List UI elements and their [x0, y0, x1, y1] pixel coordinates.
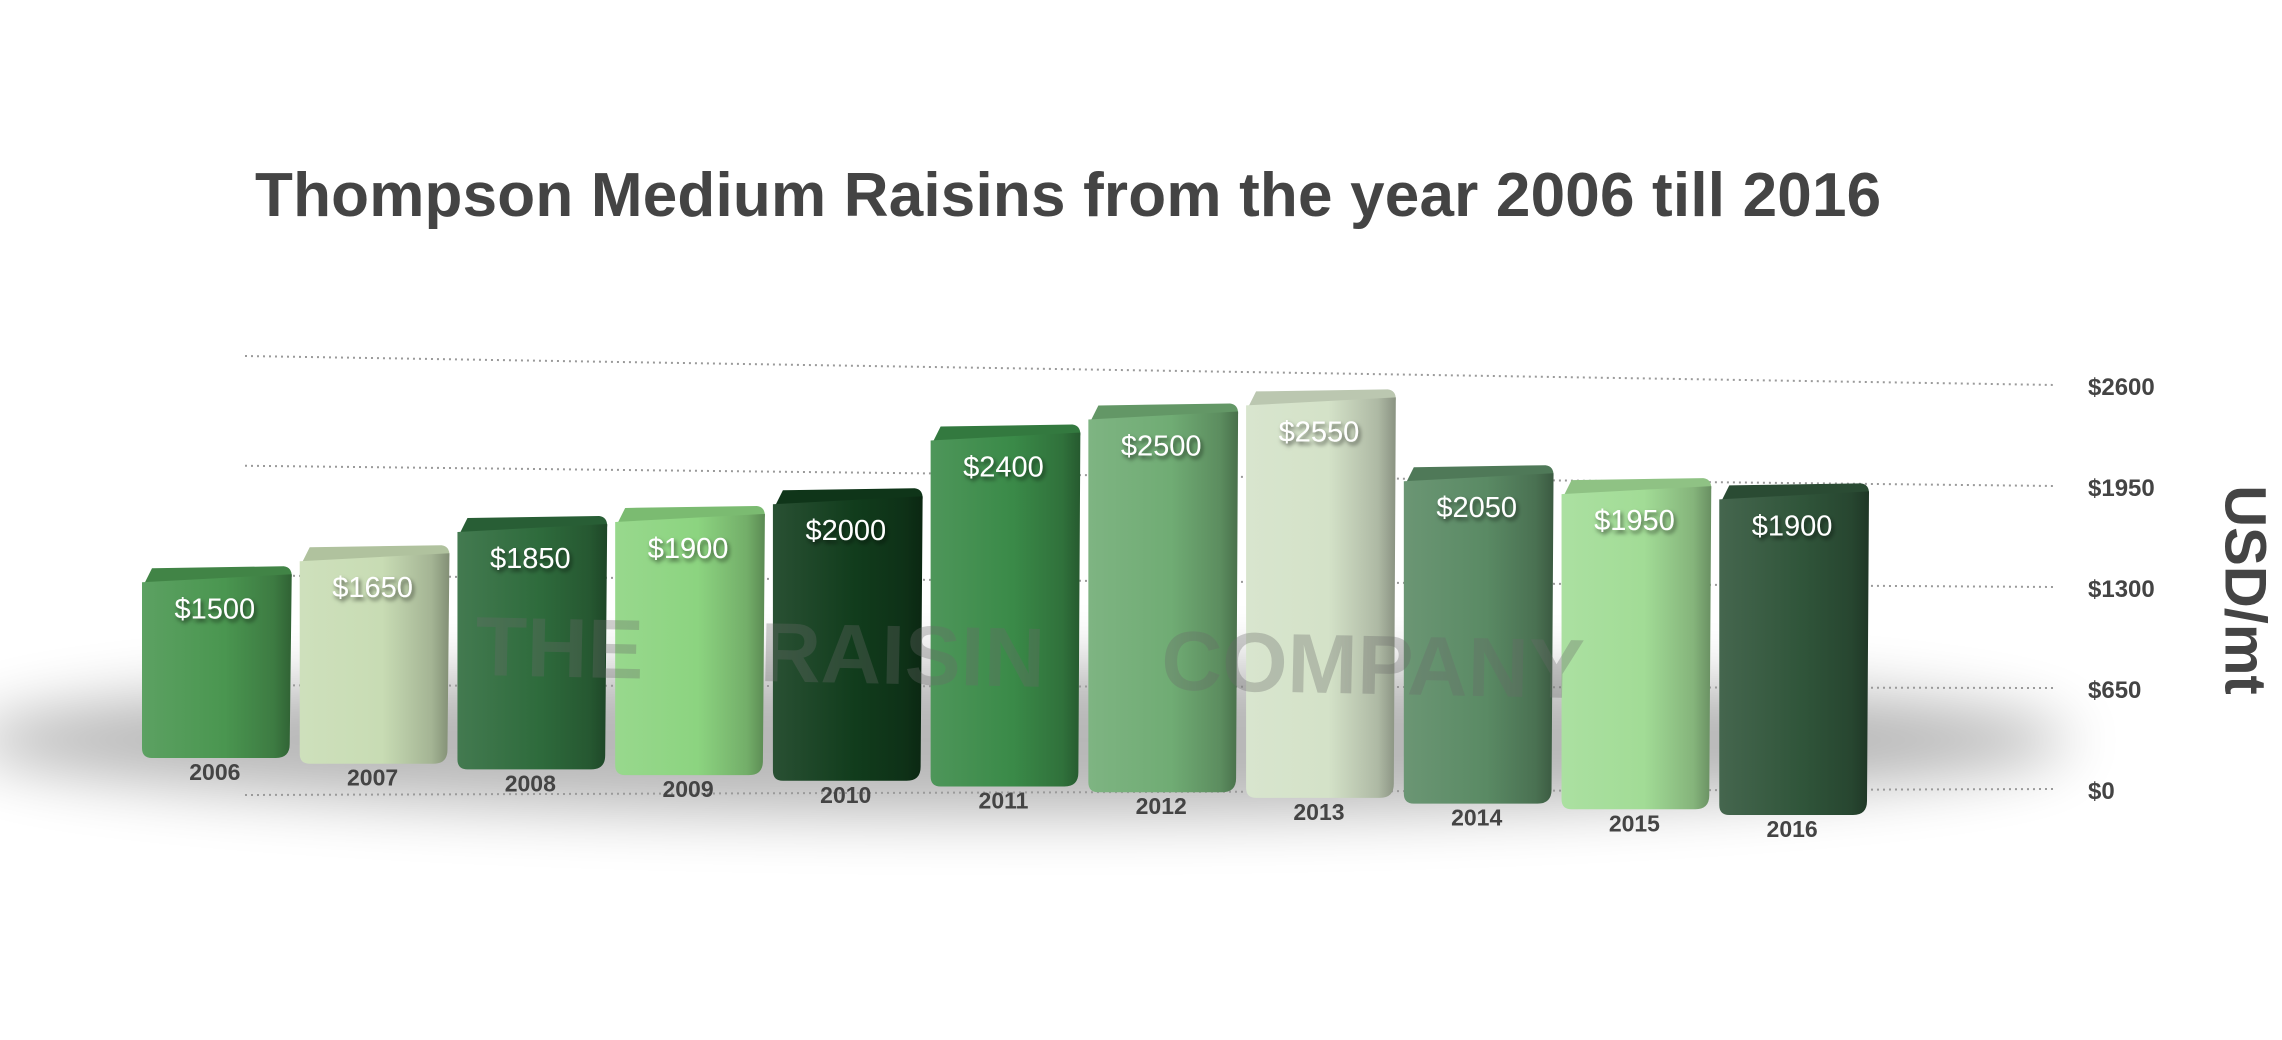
bar-value-label: $1500: [175, 593, 256, 625]
x-tick-label: 2010: [820, 782, 871, 808]
x-tick-label: 2013: [1293, 799, 1344, 825]
bar-value-label: $1900: [648, 533, 729, 565]
x-tick-label: 2009: [662, 776, 713, 802]
bar-2013: $2550 2013: [1246, 389, 1396, 825]
x-tick-label: 2014: [1451, 805, 1502, 831]
bar-front-face: [1246, 397, 1396, 798]
y-axis-label: USD/mt: [2212, 485, 2278, 695]
bar-front-face: [1088, 411, 1239, 793]
bar-front-face: [930, 432, 1081, 787]
watermark: THE RAISIN COMPANY: [475, 599, 1586, 716]
bar-2014: $2050 2014: [1403, 465, 1554, 831]
bar-2006: $1500 2006: [142, 566, 292, 785]
x-tick-label: 2011: [979, 788, 1029, 814]
bars: $1500 2006 $1650 2007 $1850 2008 $1900 2009 $200…: [142, 389, 1869, 842]
x-tick-label: 2015: [1609, 810, 1660, 836]
bar-value-label: $1900: [1752, 510, 1833, 542]
bar-front-face: [772, 496, 923, 781]
bar-value-label: $1950: [1594, 505, 1675, 537]
gridline: [244, 464, 2056, 487]
bar-value-label: $2050: [1436, 492, 1517, 524]
y-tick-label: $2600: [2088, 374, 2155, 401]
bar-front-face: [1403, 473, 1554, 804]
bar-value-label: $2000: [805, 515, 886, 547]
y-tick-label: $0: [2088, 778, 2115, 805]
x-tick-label: 2016: [1767, 816, 1818, 842]
bar-front-face: [1561, 486, 1712, 810]
bar-2007: $1650 2007: [299, 545, 450, 791]
bar-value-label: $2400: [963, 452, 1044, 484]
bar-2016: $1900 2016: [1719, 483, 1869, 842]
y-tick-label: $1300: [2088, 576, 2155, 603]
bar-2010: $2000 2010: [772, 488, 923, 808]
x-tick-label: 2006: [189, 759, 240, 785]
bar-front-face: [457, 523, 608, 770]
x-tick-label: 2012: [1136, 793, 1187, 819]
bar-2011: $2400 2011: [930, 424, 1081, 814]
x-tick-label: 2007: [347, 765, 398, 791]
y-tick-label: $1950: [2088, 475, 2155, 502]
bar-front-face: [299, 553, 450, 764]
bar-value-label: $2550: [1279, 416, 1360, 448]
gridline: [244, 788, 2056, 796]
gridline: [244, 355, 2056, 386]
bar-value-label: $1650: [332, 572, 413, 604]
chart-title: Thompson Medium Raisins from the year 20…: [255, 161, 1882, 230]
y-tick-label: $650: [2088, 677, 2141, 704]
bar-front-face: [615, 513, 765, 776]
bar-2009: $1900 2009: [615, 505, 765, 802]
x-tick-label: 2008: [505, 770, 556, 796]
bar-2015: $1950 2015: [1561, 478, 1712, 836]
bar-front-face: [142, 574, 292, 758]
bar-2012: $2500 2012: [1088, 403, 1239, 819]
bar-2008: $1850 2008: [457, 515, 608, 796]
bar-value-label: $2500: [1121, 430, 1202, 462]
bar-front-face: [1719, 491, 1869, 815]
bar-value-label: $1850: [490, 543, 571, 575]
